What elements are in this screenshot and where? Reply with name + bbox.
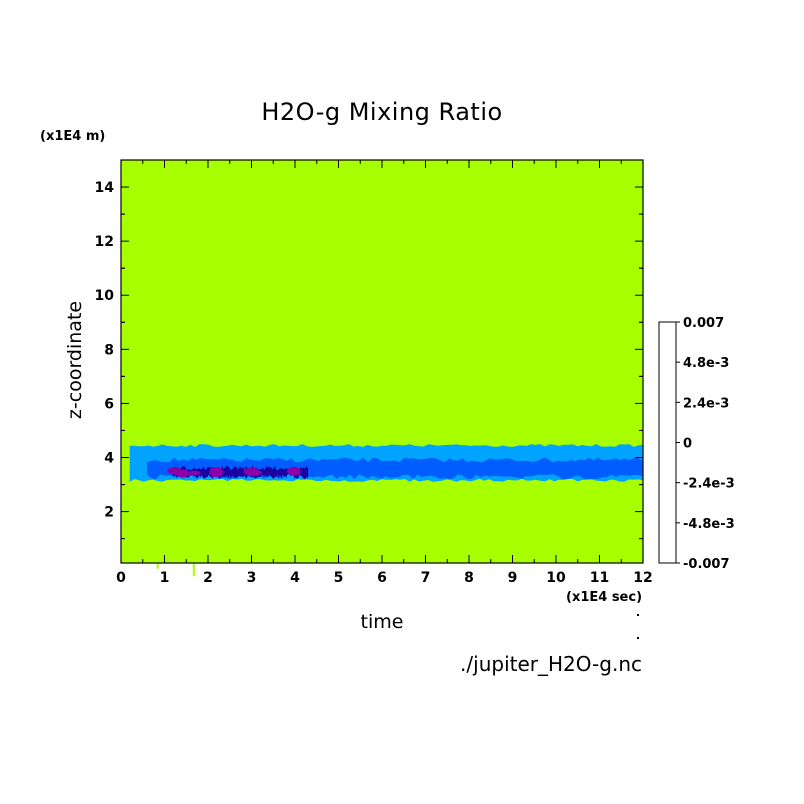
lower-region-streak bbox=[239, 544, 242, 556]
y-axis-unit: (x1E4 m) bbox=[40, 129, 106, 144]
x-axis-label: time bbox=[360, 611, 404, 633]
upper-band-gap bbox=[394, 257, 398, 264]
y-tick-label: 4 bbox=[104, 451, 114, 467]
lower-positive-region bbox=[123, 488, 313, 563]
negative-peak bbox=[167, 467, 183, 475]
x-axis-unit: (x1E4 sec) bbox=[566, 590, 643, 605]
x-tick-label: 8 bbox=[464, 570, 474, 586]
x-tick-label: 3 bbox=[247, 570, 257, 586]
x-tick-label: 2 bbox=[203, 570, 213, 586]
colorbar-label: 0.007 bbox=[683, 316, 724, 331]
upper-band-gap bbox=[416, 249, 420, 255]
lower-region-streak bbox=[202, 530, 205, 540]
upper-band-gap bbox=[267, 248, 270, 252]
colorbar-label: -2.4e-3 bbox=[683, 477, 735, 492]
upper-band-gap bbox=[290, 250, 293, 256]
upper-band-gap bbox=[251, 257, 254, 262]
lower-region-streak bbox=[192, 556, 195, 577]
y-tick-label: 10 bbox=[95, 288, 115, 304]
colorbar-label: 4.8e-3 bbox=[683, 356, 729, 371]
y-tick-label: 12 bbox=[95, 234, 114, 250]
plot-area bbox=[121, 160, 643, 577]
x-tick-label: 10 bbox=[546, 570, 566, 586]
x-tick-label: 5 bbox=[334, 570, 344, 586]
footer-dot bbox=[637, 614, 639, 616]
negative-peak bbox=[188, 470, 201, 475]
x-tick-label: 7 bbox=[421, 570, 431, 586]
negative-peak bbox=[209, 467, 224, 478]
x-tick-label: 11 bbox=[590, 570, 609, 586]
x-tick-label: 0 bbox=[116, 570, 126, 586]
small-positive-patch bbox=[262, 324, 272, 342]
colorbar-label: 0 bbox=[683, 437, 692, 452]
colorbar-border bbox=[658, 321, 677, 564]
x-tick-label: 6 bbox=[377, 570, 387, 586]
upper-positive-band bbox=[136, 243, 643, 302]
upper-band-gap bbox=[447, 254, 453, 261]
upper-band-gap bbox=[519, 258, 526, 265]
x-tick-label: 4 bbox=[290, 570, 300, 586]
lower-region-streak bbox=[211, 529, 214, 549]
colorbar-label: -4.8e-3 bbox=[683, 517, 735, 532]
upper-band-gap bbox=[390, 259, 394, 266]
lower-region-streak bbox=[173, 546, 176, 556]
upper-band-gap bbox=[590, 261, 593, 265]
colorbar-label: 2.4e-3 bbox=[683, 396, 729, 411]
chart-title: H2O-g Mixing Ratio bbox=[261, 98, 503, 126]
colorbar: 0.007 4.8e-3 2.4e-3 0 -2.4e-3 -4.8e-3 -0.007 bbox=[658, 316, 735, 572]
y-axis: 2 4 6 8 10 12 14 bbox=[95, 180, 643, 540]
y-tick-label: 14 bbox=[95, 180, 115, 196]
y-tick-label: 8 bbox=[104, 342, 114, 358]
y-tick-label: 2 bbox=[104, 505, 114, 521]
negative-peak bbox=[287, 466, 301, 476]
footer-marks bbox=[637, 614, 639, 639]
footer-dot bbox=[637, 637, 639, 639]
lower-region-streak bbox=[184, 539, 186, 548]
colorbar-label: -0.007 bbox=[683, 557, 730, 572]
lower-region-streak bbox=[150, 548, 153, 561]
x-tick-label: 1 bbox=[160, 570, 170, 586]
x-tick-label: 12 bbox=[633, 570, 652, 586]
strongest-negative-core bbox=[173, 465, 309, 480]
plot-background bbox=[121, 160, 643, 563]
negative-peak bbox=[243, 468, 253, 475]
upper-band-gap bbox=[283, 261, 289, 268]
source-filename: ./jupiter_H2O-g.nc bbox=[460, 652, 642, 676]
x-tick-label: 9 bbox=[508, 570, 518, 586]
x-axis: 0 1 2 3 4 5 6 7 8 9 10 11 12 bbox=[116, 160, 653, 586]
y-tick-label: 6 bbox=[104, 396, 114, 412]
